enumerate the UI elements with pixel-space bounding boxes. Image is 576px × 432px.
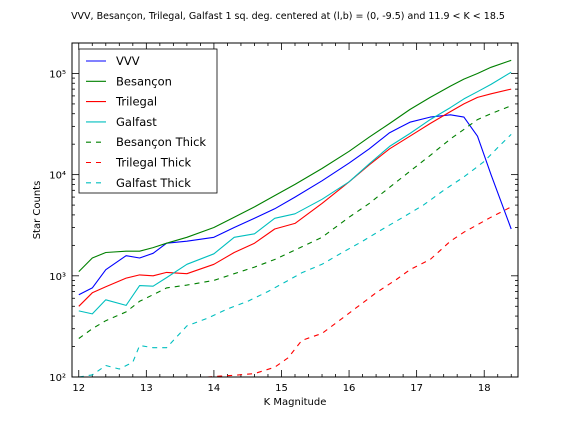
legend-label: Trilegal bbox=[115, 95, 157, 109]
legend: VVV Besançon Trilegal Galfast Besançon Thick… bbox=[78, 48, 218, 194]
series-line-vvv bbox=[78, 114, 512, 296]
y-axis-label: Star Counts bbox=[32, 181, 43, 240]
plot-frame bbox=[71, 42, 519, 378]
legend-label: Trilegal Thick bbox=[115, 156, 192, 170]
legend-box bbox=[78, 48, 218, 194]
x-tick-label: 18 bbox=[478, 383, 491, 394]
series-line-trilegal-thick bbox=[207, 206, 512, 378]
series-line-trilegal bbox=[78, 88, 512, 307]
legend-label: Galfast Thick bbox=[116, 176, 191, 190]
x-tick-label: 13 bbox=[140, 383, 153, 394]
series-layer bbox=[78, 59, 512, 378]
legend-label: Besançon Thick bbox=[116, 135, 206, 149]
x-axis-label: K Magnitude bbox=[264, 397, 327, 408]
legend-label: Galfast bbox=[116, 115, 157, 129]
series-line-galfast-thick bbox=[78, 134, 512, 378]
y-tick-label: 10⁴ bbox=[49, 171, 66, 182]
x-tick-label: 16 bbox=[343, 383, 356, 394]
chart-title: VVV, Besançon, Trilegal, Galfast 1 sq. d… bbox=[71, 11, 505, 22]
series-line-galfast bbox=[78, 71, 512, 315]
legend-label: VVV bbox=[116, 54, 140, 68]
x-tick-label: 14 bbox=[208, 383, 221, 394]
x-tick-label: 15 bbox=[275, 383, 288, 394]
y-tick-label: 10² bbox=[49, 373, 66, 384]
y-tick-label: 10³ bbox=[49, 272, 66, 283]
series-line-besan-on-thick bbox=[78, 105, 512, 339]
legend-label: Besançon bbox=[116, 74, 172, 88]
y-tick-label: 10⁵ bbox=[49, 69, 66, 80]
axis-ticks: 12 13 14 15 16 17 18 10² 10³ 10⁴ 10⁵ bbox=[49, 42, 518, 394]
x-tick-label: 12 bbox=[72, 383, 85, 394]
x-tick-label: 17 bbox=[410, 383, 423, 394]
series-line-besan-on bbox=[78, 59, 512, 272]
